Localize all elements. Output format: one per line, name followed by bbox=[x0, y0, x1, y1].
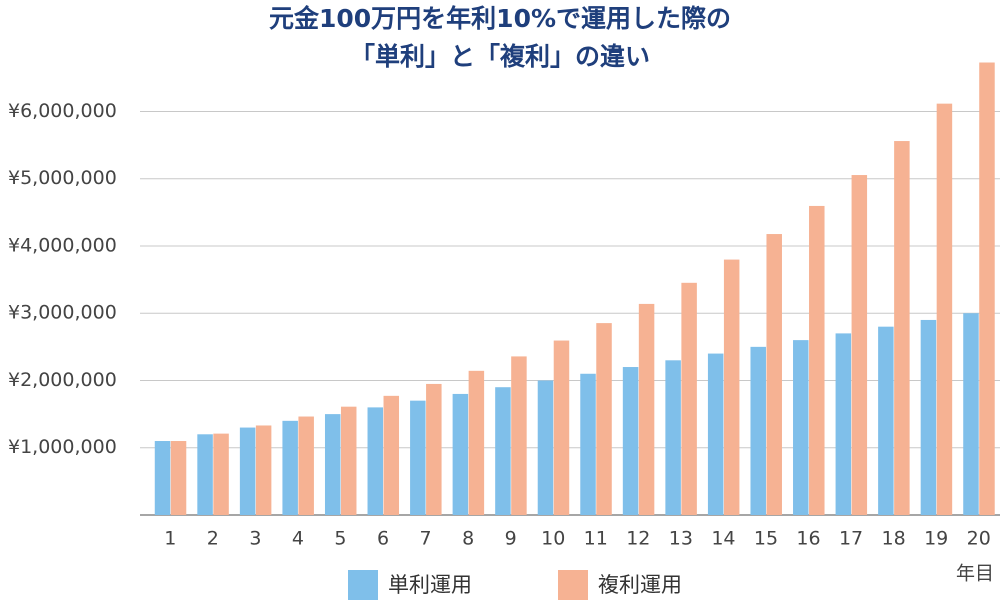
bar bbox=[324, 414, 341, 515]
x-tick-label: 5 bbox=[334, 528, 346, 550]
bar bbox=[197, 434, 213, 515]
x-tick-label: 13 bbox=[669, 528, 693, 550]
x-axis-label: 年目 bbox=[956, 563, 994, 585]
bar bbox=[383, 395, 400, 515]
bar bbox=[793, 340, 809, 515]
legend-swatch bbox=[558, 570, 588, 600]
bar bbox=[665, 360, 681, 515]
x-tick-label: 15 bbox=[754, 528, 778, 550]
x-tick-label: 14 bbox=[711, 528, 735, 550]
x-tick-label: 6 bbox=[377, 528, 389, 550]
bar bbox=[835, 333, 852, 515]
bar bbox=[255, 425, 272, 515]
bar bbox=[638, 303, 655, 515]
bar bbox=[239, 427, 256, 515]
bar bbox=[340, 406, 357, 515]
bar bbox=[298, 416, 314, 515]
bar bbox=[878, 326, 894, 515]
bar bbox=[894, 141, 910, 515]
bar bbox=[410, 400, 426, 515]
x-tick-label: 7 bbox=[420, 528, 432, 550]
x-tick-label: 9 bbox=[505, 528, 517, 550]
bar bbox=[851, 175, 868, 515]
y-tick-label: ¥4,000,000 bbox=[8, 234, 117, 256]
bar bbox=[920, 319, 937, 515]
x-tick-label: 20 bbox=[967, 528, 991, 550]
x-tick-label: 3 bbox=[249, 528, 261, 550]
bar bbox=[282, 420, 298, 515]
bar bbox=[170, 441, 187, 515]
x-tick-label: 1 bbox=[164, 528, 176, 550]
x-tick-label: 10 bbox=[541, 528, 565, 550]
bar bbox=[707, 353, 724, 515]
bar bbox=[681, 282, 697, 515]
x-tick-label: 17 bbox=[839, 528, 863, 550]
y-tick-label: ¥2,000,000 bbox=[8, 369, 117, 391]
y-tick-label: ¥6,000,000 bbox=[8, 100, 117, 122]
bar bbox=[468, 370, 485, 515]
bar bbox=[367, 407, 384, 515]
bar bbox=[750, 346, 766, 515]
bar bbox=[723, 259, 740, 515]
x-tick-label: 16 bbox=[796, 528, 820, 550]
x-tick-label: 8 bbox=[462, 528, 474, 550]
bar bbox=[553, 340, 570, 515]
bar bbox=[495, 387, 511, 515]
bar bbox=[596, 323, 612, 515]
chart-title: 元金100万円を年利10%で運用した際の bbox=[269, 4, 731, 33]
bar bbox=[766, 234, 782, 516]
bar bbox=[963, 313, 979, 515]
y-tick-label: ¥3,000,000 bbox=[8, 302, 117, 324]
x-tick-label: 2 bbox=[207, 528, 219, 550]
x-tick-label: 12 bbox=[626, 528, 650, 550]
x-tick-label: 18 bbox=[882, 528, 906, 550]
bar bbox=[154, 441, 171, 515]
chart-title: 「単利」と「複利」の違い bbox=[350, 42, 650, 71]
x-tick-label: 11 bbox=[584, 528, 608, 550]
legend-label: 単利運用 bbox=[388, 573, 472, 597]
bar bbox=[537, 380, 554, 515]
legend-label: 複利運用 bbox=[598, 573, 682, 597]
x-tick-label: 19 bbox=[924, 528, 948, 550]
bar bbox=[936, 103, 953, 515]
bar bbox=[979, 62, 995, 515]
y-tick-label: ¥5,000,000 bbox=[8, 167, 117, 189]
y-tick-label: ¥1,000,000 bbox=[8, 436, 117, 458]
bar bbox=[580, 373, 596, 515]
bar bbox=[452, 393, 469, 515]
x-tick-label: 4 bbox=[292, 528, 304, 550]
bar bbox=[426, 383, 442, 515]
bar bbox=[213, 433, 229, 515]
bar bbox=[622, 367, 639, 515]
bar bbox=[809, 205, 825, 515]
bar bbox=[511, 356, 527, 515]
legend-swatch bbox=[348, 570, 378, 600]
